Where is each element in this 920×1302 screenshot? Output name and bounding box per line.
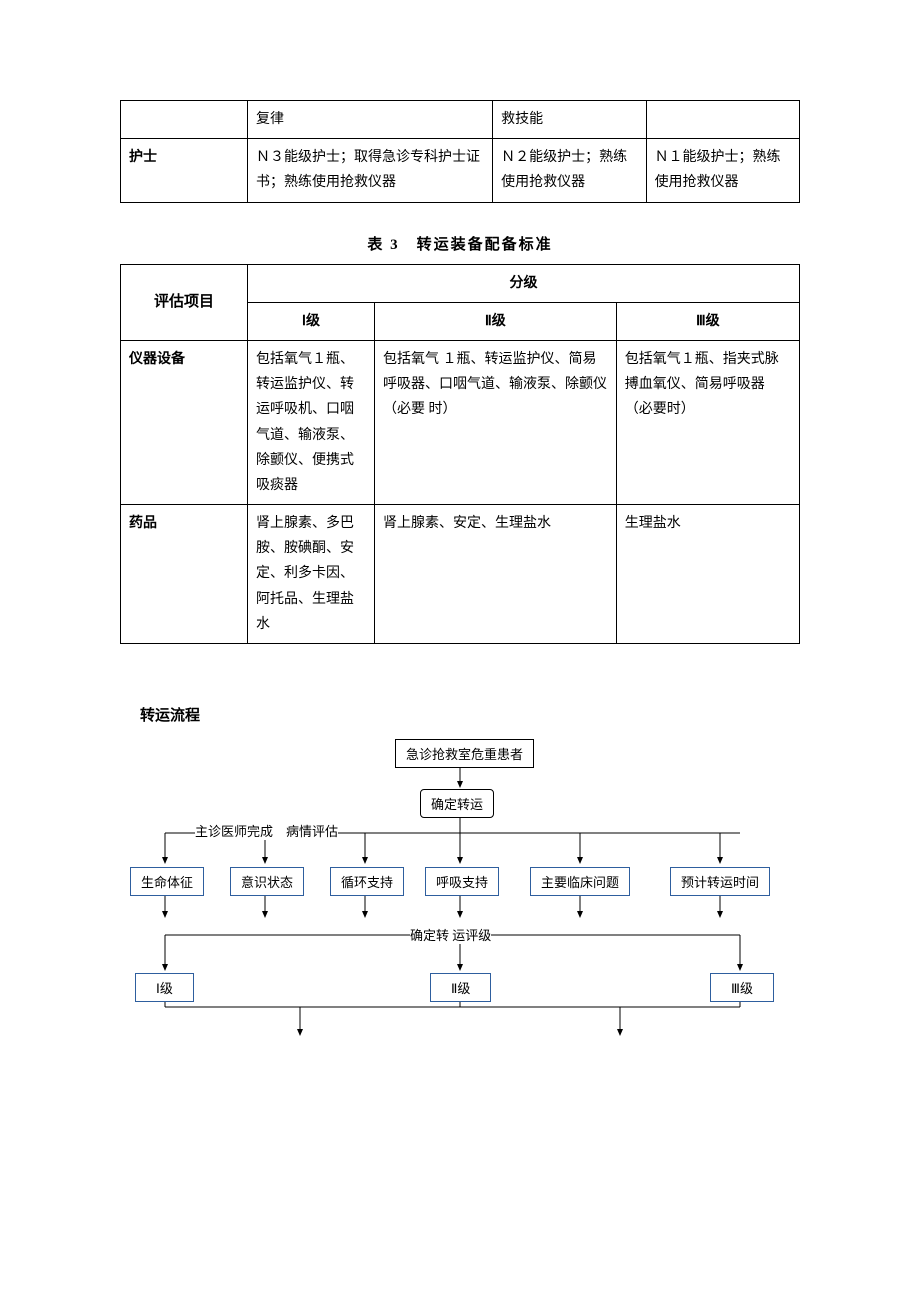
table-row: 护士 Ｎ３能级护士；取得急诊专科护士证书；熟练使用抢救仪器 Ｎ２能级护士；熟练使… xyxy=(121,139,800,202)
col-header-level: 分级 xyxy=(248,264,800,302)
table-row: 仪器设备 包括氧气１瓶、转运监护仪、转运呼吸机、口咽气道、输液泵、 除颤仪、便携… xyxy=(121,340,800,504)
table-row: 药品 肾上腺素、多巴胺、胺碘酮、安定、利多卡因、阿托品、生理盐水 肾上腺素、安定… xyxy=(121,505,800,644)
cell: 肾上腺素、多巴胺、胺碘酮、安定、利多卡因、阿托品、生理盐水 xyxy=(248,505,375,644)
cell xyxy=(646,101,799,139)
row-header: 药品 xyxy=(121,505,248,644)
cell: 救技能 xyxy=(493,101,646,139)
transport-flowchart: 急诊抢救室危重患者 确定转运 主诊医师完成 病情评估 生命体征 意识状态 循环支… xyxy=(120,735,800,1075)
flow-node-vitals: 生命体征 xyxy=(130,867,204,896)
cell: Ｎ１能级护士；熟练使用抢救仪器 xyxy=(646,139,799,202)
cell: 肾上腺素、安定、生理盐水 xyxy=(375,505,617,644)
cell: Ｎ２能级护士；熟练使用抢救仪器 xyxy=(493,139,646,202)
flow-node-est-time: 预计转运时间 xyxy=(670,867,770,896)
personnel-table-fragment: 复律 救技能 护士 Ｎ３能级护士；取得急诊专科护士证书；熟练使用抢救仪器 Ｎ２能… xyxy=(120,100,800,203)
row-header: 仪器设备 xyxy=(121,340,248,504)
flow-node-start: 急诊抢救室危重患者 xyxy=(395,739,534,768)
cell: 包括氧气 １瓶、转运监护仪、简易呼吸器、口咽气道、输液泵、除颤仪（必要 时） xyxy=(375,340,617,504)
flow-node-grade-2: Ⅱ级 xyxy=(430,973,491,1002)
level-3-header: Ⅲ级 xyxy=(616,302,799,340)
flow-node-grade-3: Ⅲ级 xyxy=(710,973,774,1002)
cell: 复律 xyxy=(248,101,493,139)
table-row: 复律 救技能 xyxy=(121,101,800,139)
flow-node-clinical: 主要临床问题 xyxy=(530,867,630,896)
flow-label-grade: 确定转 运评级 xyxy=(410,925,491,944)
flow-node-consciousness: 意识状态 xyxy=(230,867,304,896)
cell xyxy=(121,101,248,139)
flow-label-evaluation: 主诊医师完成 病情评估 xyxy=(195,821,338,840)
equipment-table: 评估项目 分级 Ⅰ级 Ⅱ级 Ⅲ级 仪器设备 包括氧气１瓶、转运监护仪、转运呼吸机… xyxy=(120,264,800,644)
level-2-header: Ⅱ级 xyxy=(375,302,617,340)
cell: 包括氧气１瓶、指夹式脉搏血氧仪、简易呼吸器 （必要时） xyxy=(616,340,799,504)
col-header-eval: 评估项目 xyxy=(121,264,248,340)
table-header-row: 评估项目 分级 xyxy=(121,264,800,302)
flow-section-title: 转运流程 xyxy=(140,704,800,725)
row-header: 护士 xyxy=(121,139,248,202)
flow-node-respiration: 呼吸支持 xyxy=(425,867,499,896)
cell: 包括氧气１瓶、转运监护仪、转运呼吸机、口咽气道、输液泵、 除颤仪、便携式吸痰器 xyxy=(248,340,375,504)
level-1-header: Ⅰ级 xyxy=(248,302,375,340)
flowchart-connectors xyxy=(120,735,800,1075)
cell: 生理盐水 xyxy=(616,505,799,644)
cell: Ｎ３能级护士；取得急诊专科护士证书；熟练使用抢救仪器 xyxy=(248,139,493,202)
flow-node-circulation: 循环支持 xyxy=(330,867,404,896)
table2-caption: 表 3 转运装备配备标准 xyxy=(120,233,800,254)
flow-node-grade-1: Ⅰ级 xyxy=(135,973,194,1002)
flow-node-confirm: 确定转运 xyxy=(420,789,494,818)
